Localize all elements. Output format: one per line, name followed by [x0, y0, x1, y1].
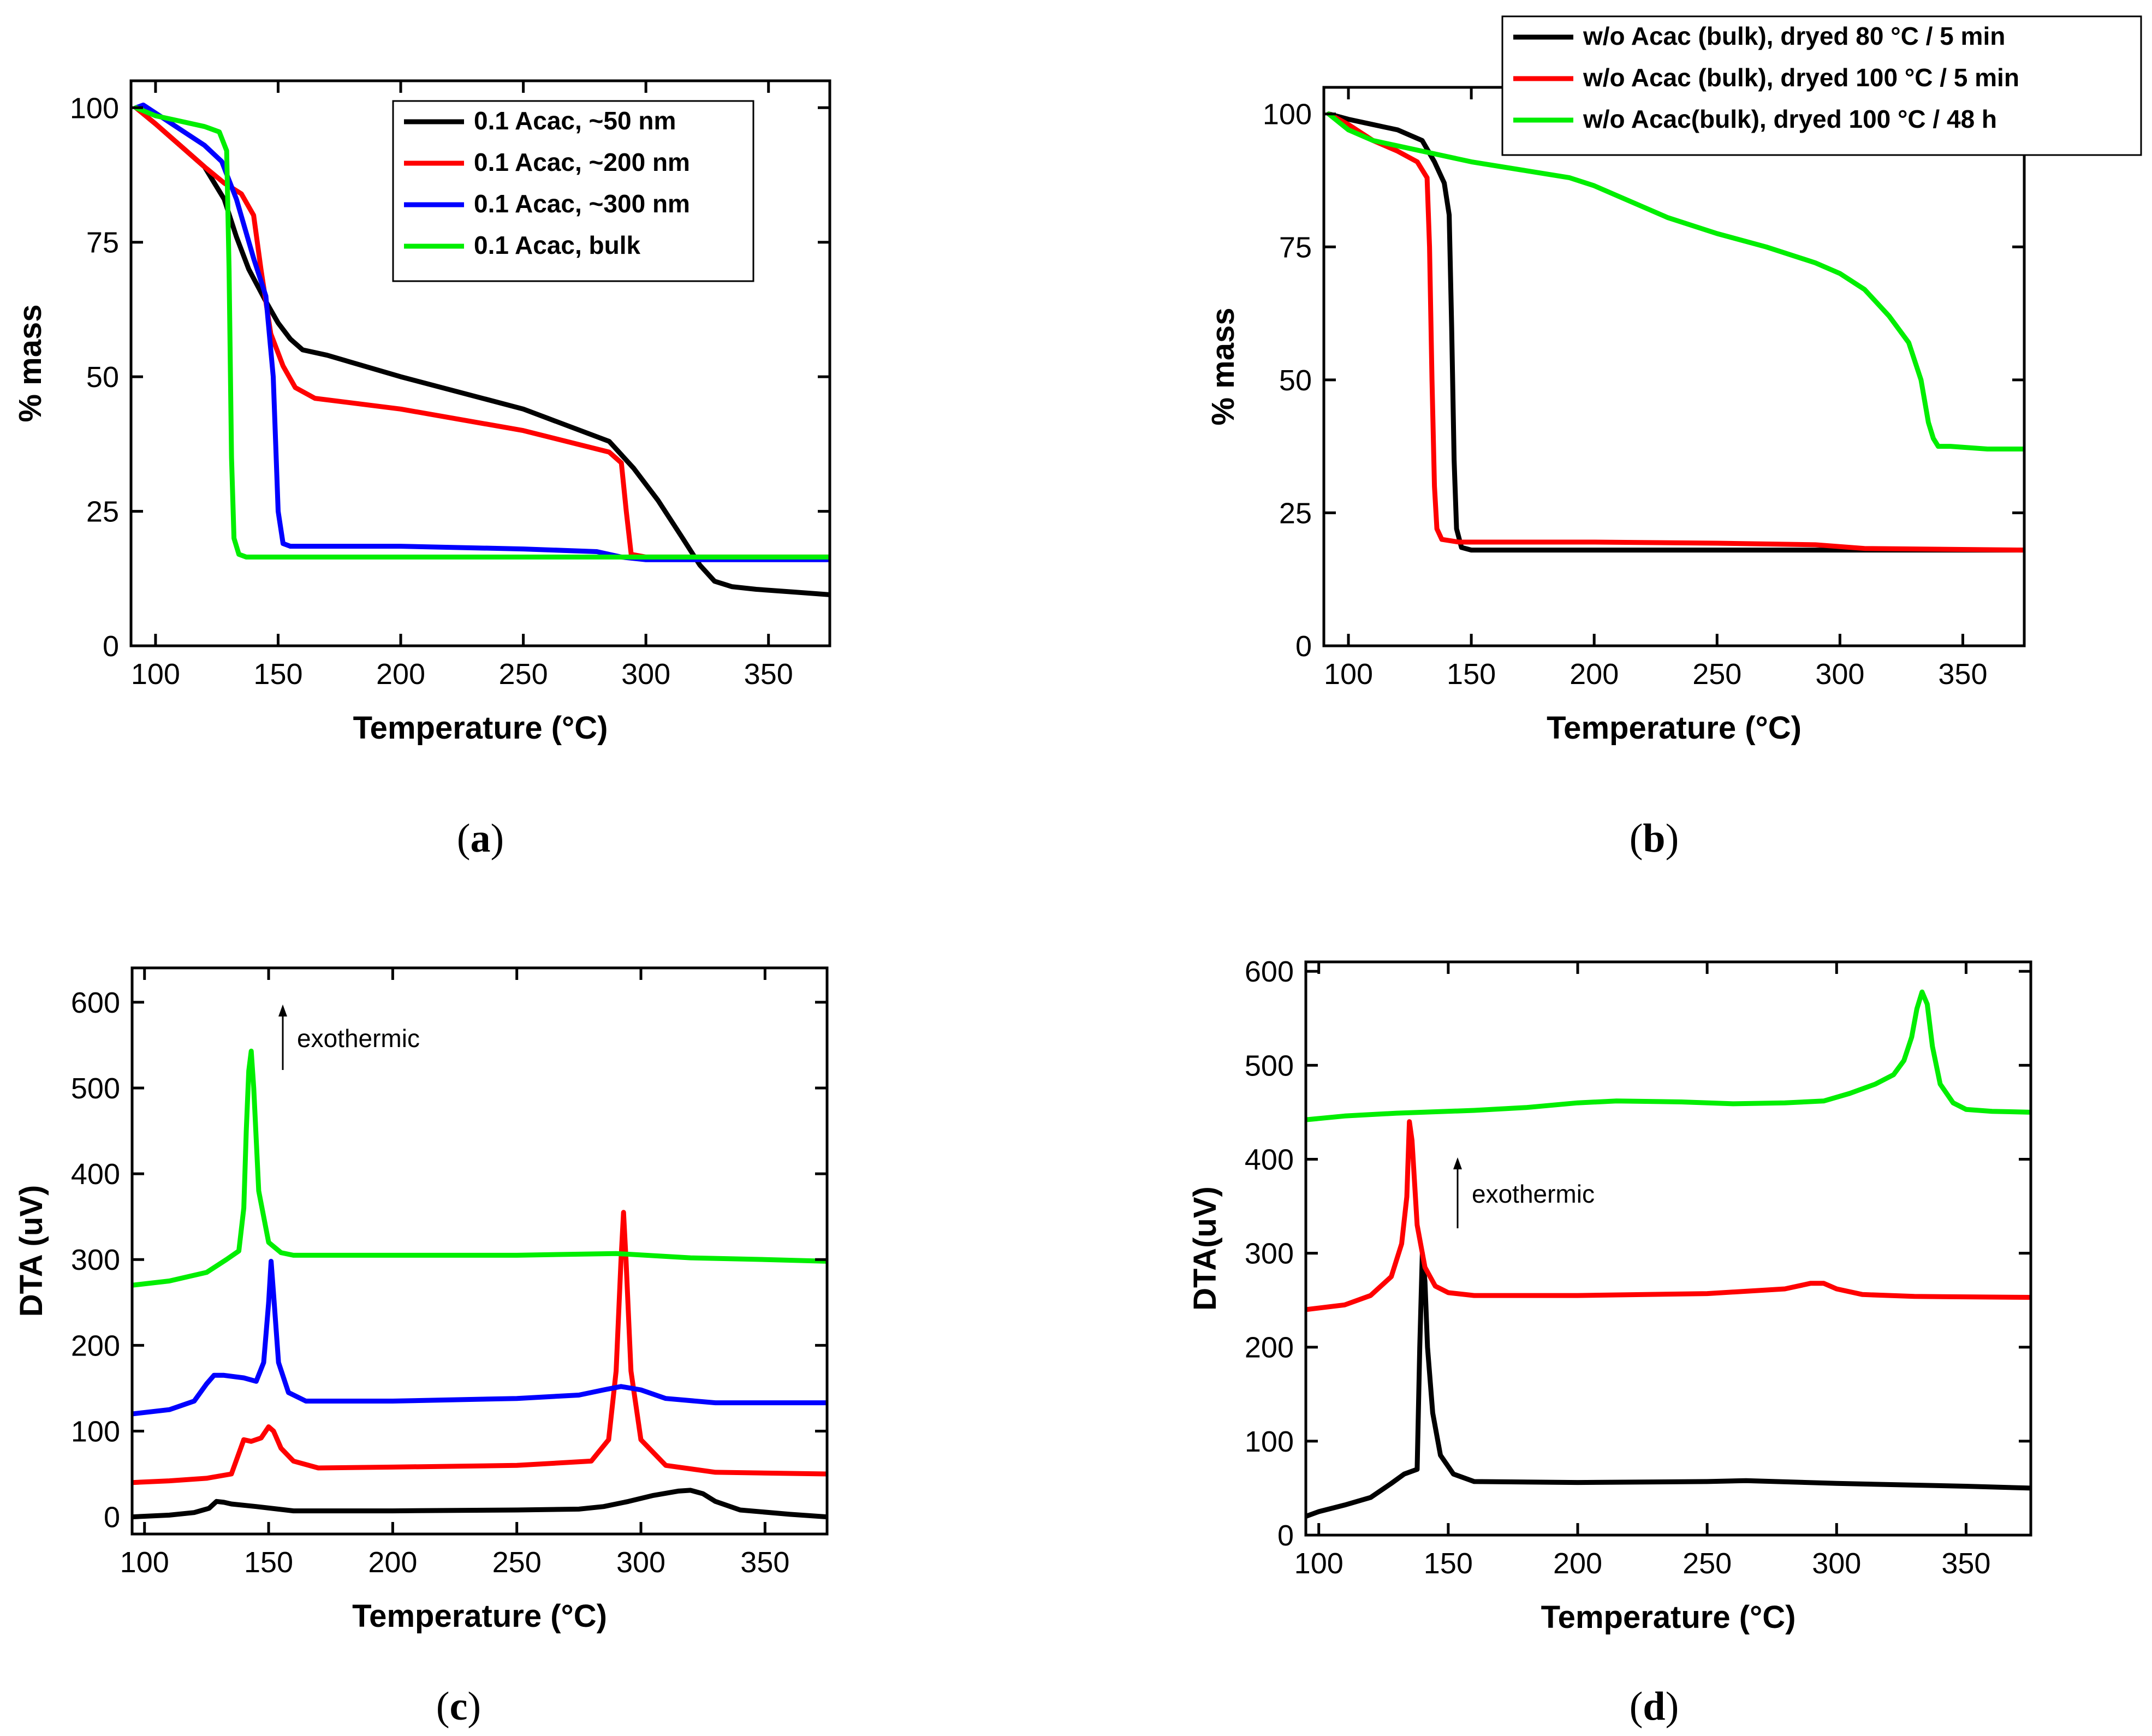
series-line-c-1 — [132, 1210, 827, 1485]
legend-label-b-0: w/o Acac (bulk), dryed 80 °C / 5 min — [1583, 22, 2005, 50]
y-tick-label-c-0: 0 — [104, 1501, 120, 1534]
y-tick-label-b-4: 100 — [1263, 98, 1312, 131]
x-tick-label-d-3: 250 — [1683, 1547, 1732, 1580]
x-tick-label-b-5: 350 — [1938, 658, 1987, 691]
y-tick-label-c-1: 100 — [71, 1415, 120, 1448]
legend-b: w/o Acac (bulk), dryed 80 °C / 5 min w/o … — [1501, 15, 2142, 156]
y-tick-label-c-5: 500 — [71, 1072, 120, 1105]
x-axis-label-b: Temperature (°C) — [1547, 710, 1802, 746]
panel-caption-a: (a) — [457, 816, 504, 861]
series-line-d-2 — [1306, 989, 2031, 1122]
chart-panel-c: 100 150 200 250 300 3500100200300400500600Tem… — [14, 966, 829, 1729]
panel-caption-letter-b: b — [1643, 816, 1665, 861]
y-tick-label-b-3: 75 — [1279, 231, 1312, 264]
y-tick-label-d-2: 200 — [1245, 1331, 1294, 1364]
chart-panel-d: 100 150 200 250 300 3500100200300400500600Tem… — [1187, 955, 2032, 1729]
x-tick-label-a-5: 350 — [744, 658, 793, 691]
x-axis-label-d: Temperature (°C) — [1541, 1600, 1796, 1635]
x-tick-label-b-3: 250 — [1692, 658, 1741, 691]
x-tick-label-a-4: 300 — [621, 658, 670, 691]
x-tick-label-d-5: 350 — [1941, 1547, 1990, 1580]
x-tick-label-c-5: 350 — [740, 1546, 789, 1579]
y-tick-label-b-0: 0 — [1295, 630, 1312, 663]
panel-caption-b: (b) — [1630, 816, 1679, 861]
y-axis-label-d: DTA(uV) — [1187, 1186, 1223, 1311]
legend-label-a-3: 0.1 Acac, bulk — [474, 231, 641, 259]
x-tick-label-a-2: 200 — [376, 658, 425, 691]
y-tick-label-d-4: 400 — [1245, 1143, 1294, 1176]
x-tick-label-c-4: 300 — [616, 1546, 665, 1579]
legend-a: 0.1 Acac, ~50 nm 0.1 Acac, ~200 nm 0.1 Aca… — [392, 100, 754, 282]
legend-label-a-2: 0.1 Acac, ~300 nm — [474, 189, 690, 218]
y-tick-label-c-4: 400 — [71, 1158, 120, 1191]
panel-caption-c: (c) — [436, 1684, 481, 1729]
x-tick-label-b-0: 100 — [1324, 658, 1373, 691]
y-tick-label-c-3: 300 — [71, 1244, 120, 1276]
exothermic-arrow-head-c — [278, 1004, 287, 1016]
y-tick-label-b-2: 50 — [1279, 364, 1312, 397]
exothermic-label-c: exothermic — [297, 1024, 420, 1053]
plot-frame-c — [130, 966, 829, 1536]
exothermic-arrow-head-d — [1453, 1157, 1462, 1169]
y-tick-label-a-4: 100 — [70, 92, 119, 124]
y-tick-label-d-3: 300 — [1245, 1238, 1294, 1270]
panel-caption-letter-c: c — [450, 1684, 468, 1729]
x-tick-label-b-2: 200 — [1570, 658, 1619, 691]
series-line-b-1 — [1326, 111, 2024, 553]
series-line-c-0 — [132, 1488, 827, 1520]
legend-box-b — [1501, 15, 2142, 156]
y-tick-label-d-6: 600 — [1245, 955, 1294, 988]
legend-label-a-0: 0.1 Acac, ~50 nm — [474, 106, 676, 135]
y-axis-label-c: DTA (uV) — [14, 1185, 49, 1317]
x-tick-label-a-3: 250 — [499, 658, 548, 691]
y-axis-label-b: % mass — [1205, 307, 1241, 425]
x-tick-label-c-1: 150 — [244, 1546, 293, 1579]
y-tick-label-d-0: 0 — [1277, 1519, 1294, 1552]
x-tick-label-a-0: 100 — [131, 658, 180, 691]
x-axis-label-c: Temperature (°C) — [352, 1598, 607, 1634]
x-tick-label-a-1: 150 — [253, 658, 302, 691]
x-tick-label-c-0: 100 — [120, 1546, 169, 1579]
x-tick-label-b-1: 150 — [1447, 658, 1496, 691]
y-tick-label-a-1: 25 — [86, 496, 119, 528]
x-tick-label-c-3: 250 — [492, 1546, 542, 1579]
plot-frame-a — [129, 79, 831, 647]
series-line-b-2 — [1326, 111, 2024, 451]
panel-caption-letter-d: d — [1643, 1684, 1665, 1729]
x-tick-label-d-2: 200 — [1553, 1547, 1602, 1580]
x-tick-label-c-2: 200 — [368, 1546, 417, 1579]
series-line-a-3 — [133, 105, 830, 560]
legend-label-a-1: 0.1 Acac, ~200 nm — [474, 148, 690, 176]
panel-caption-letter-a: a — [471, 816, 491, 861]
exothermic-label-d: exothermic — [1472, 1180, 1595, 1208]
legend-box-a — [392, 100, 754, 282]
legend-label-b-1: w/o Acac (bulk), dryed 100 °C / 5 min — [1583, 63, 2019, 92]
series-line-c-3 — [132, 1048, 827, 1288]
y-tick-label-b-1: 25 — [1279, 497, 1312, 530]
y-tick-label-d-1: 100 — [1245, 1425, 1294, 1458]
series-line-d-1 — [1306, 1119, 2031, 1312]
y-tick-label-c-6: 600 — [71, 986, 120, 1019]
plot-frame-d — [1304, 960, 2032, 1537]
panel-caption-d: (d) — [1630, 1684, 1679, 1729]
y-tick-label-c-2: 200 — [71, 1329, 120, 1362]
y-tick-label-a-0: 0 — [103, 630, 119, 663]
x-tick-label-d-4: 300 — [1812, 1547, 1861, 1580]
chart-panel-b: 100 150 200 250 300 350 0 25 50 75 100 Temperature … — [1205, 15, 2142, 861]
y-tick-label-a-2: 50 — [86, 361, 119, 394]
y-axis-label-a: % mass — [13, 304, 48, 422]
series-line-b-0 — [1326, 111, 2024, 553]
y-tick-label-a-3: 75 — [86, 227, 119, 259]
legend-label-b-2: w/o Acac(bulk), dryed 100 °C / 48 h — [1583, 105, 1997, 133]
series-line-a-0 — [133, 105, 830, 597]
series-line-c-2 — [132, 1258, 827, 1417]
x-axis-label-a: Temperature (°C) — [353, 710, 608, 746]
chart-panel-a: 100 150 200 250 300 350 0 25 50 75 100 Temperature … — [13, 79, 831, 861]
y-tick-label-d-5: 500 — [1245, 1049, 1294, 1082]
x-tick-label-d-1: 150 — [1424, 1547, 1473, 1580]
x-tick-label-b-4: 300 — [1815, 658, 1864, 691]
x-tick-label-d-0: 100 — [1294, 1547, 1343, 1580]
series-line-d-0 — [1306, 1251, 2031, 1519]
